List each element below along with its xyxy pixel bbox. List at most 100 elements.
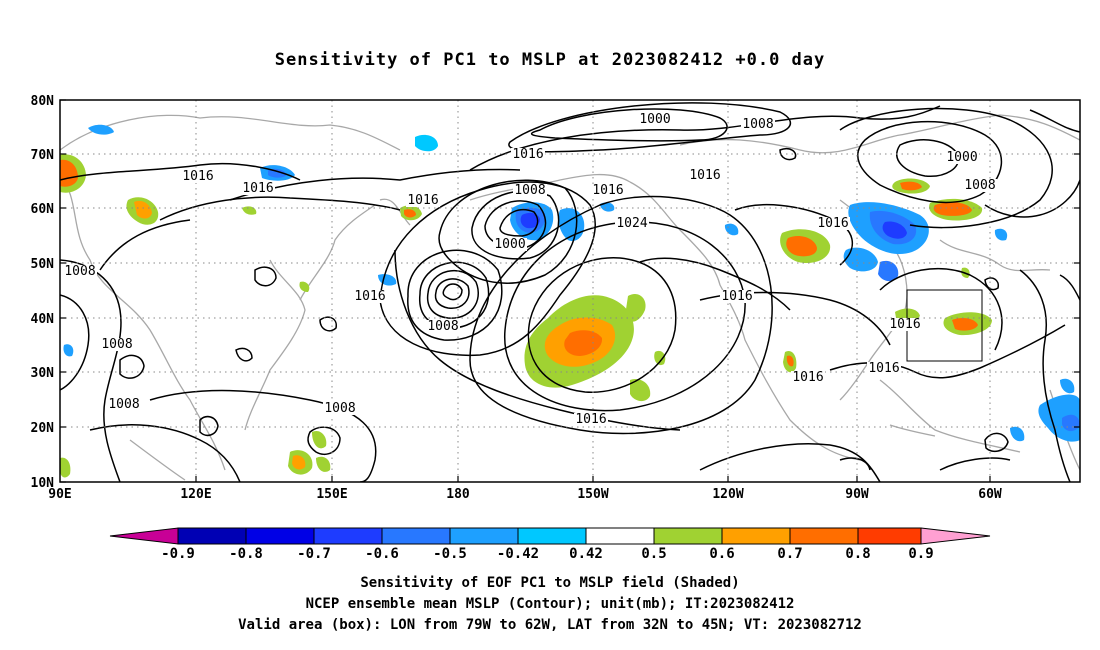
contour-label-bg [615, 217, 649, 230]
positive-region [242, 206, 257, 215]
lon-label: 90W [845, 487, 869, 502]
colorbar-tick-label: 0.6 [709, 546, 734, 562]
positive-region [786, 236, 817, 257]
negative-region [268, 168, 287, 178]
colorbar-tick-label: -0.7 [297, 546, 331, 562]
contour-label-bg [241, 182, 275, 195]
contour-label: 1008 [108, 397, 139, 412]
contour-label-bg [181, 170, 215, 183]
lat-label: 10N [31, 476, 55, 491]
lat-label: 70N [31, 148, 55, 163]
lat-label: 50N [31, 257, 55, 272]
negative-region [724, 223, 739, 236]
colorbar-tick-label: 0.8 [845, 546, 870, 562]
map-area: 1000 1008 1000 1008 1016 1016 1016 1016 1016 1008… [60, 100, 1080, 482]
contour-label-bg [511, 148, 545, 161]
contour-label-bg [63, 265, 97, 278]
lon-label: 180 [446, 487, 470, 502]
positive-region [952, 317, 978, 331]
contour-label: 1016 [868, 361, 899, 376]
colorbar-high-arrow [920, 527, 991, 545]
positive-region [900, 181, 922, 191]
contour-label-bg [493, 238, 527, 251]
contour-label: 1000 [639, 112, 670, 127]
lat-label: 20N [31, 421, 55, 436]
positive-region [654, 350, 666, 366]
positive-region [625, 293, 646, 322]
contour-label-bg [791, 371, 825, 384]
positive-region [60, 159, 78, 187]
negative-region [1010, 426, 1025, 442]
mslp-contours [60, 102, 1080, 482]
positive-region [292, 455, 306, 470]
contour-label-bg [107, 398, 141, 411]
negative-region [878, 260, 899, 282]
negative-region [1060, 378, 1075, 394]
contour-label: 1016 [182, 169, 213, 184]
colorbar-tick-label: 0.9 [908, 546, 933, 562]
contour-label: 1016 [817, 216, 848, 231]
contour-label: 1008 [64, 264, 95, 279]
contour-label: 1008 [324, 401, 355, 416]
positive-region [786, 355, 794, 367]
contour-label: 1024 [616, 216, 647, 231]
lat-labels: 80N 70N 60N 50N 40N 30N 20N 10N [31, 94, 55, 491]
colorbar-tick-label: -0.42 [497, 546, 539, 562]
contour-label-bg [867, 362, 901, 375]
lon-labels: 90E 120E 150E 180 150W 120W 90W 60W [48, 487, 1002, 502]
contour-label: 1008 [964, 178, 995, 193]
negative-region [520, 212, 540, 229]
contour-label: 1016 [512, 147, 543, 162]
contour-label: 1000 [494, 237, 525, 252]
contour-label: 1016 [792, 370, 823, 385]
caption: Sensitivity of EOF PC1 to MSLP field (Sh… [0, 573, 1100, 636]
contour-label-bg [100, 338, 134, 351]
lat-label: 30N [31, 366, 55, 381]
lat-lon-grid [60, 100, 1080, 482]
contour-label-bg [426, 320, 460, 333]
colorbar-swatch [585, 527, 655, 545]
colorbar-swatch [245, 527, 315, 545]
contour-label-bg [406, 194, 440, 207]
contour-label: 1016 [575, 412, 606, 427]
contour-label-bg [591, 184, 625, 197]
contour-label-bg [963, 179, 997, 192]
positive-region [316, 456, 331, 472]
colorbar-tick-label: -0.9 [161, 546, 195, 562]
negative-region [882, 221, 907, 239]
caption-line: Valid area (box): LON from 79W to 62W, L… [238, 617, 862, 633]
contour-label-bg [574, 413, 608, 426]
colorbar-swatch [857, 527, 922, 545]
positive-region [404, 209, 416, 218]
lat-label: 60N [31, 202, 55, 217]
lon-label: 150E [316, 487, 347, 502]
contour-label: 1008 [742, 117, 773, 132]
lat-label: 40N [31, 312, 55, 327]
lon-label: 150W [577, 487, 608, 502]
colorbar: -0.9 -0.8 -0.7 -0.6 -0.5 -0.42 0.42 0.5 … [109, 527, 991, 562]
colorbar-swatch [721, 527, 791, 545]
contour-label: 1008 [514, 183, 545, 198]
negative-region [378, 274, 397, 286]
colorbar-swatch [449, 527, 519, 545]
map-frame [59, 99, 1081, 483]
contour-label-bg [720, 290, 754, 303]
colorbar-tick-label: -0.6 [365, 546, 399, 562]
lon-label: 120E [180, 487, 211, 502]
negative-region [88, 124, 114, 135]
contour-label-bg [888, 318, 922, 331]
negative-region [994, 228, 1008, 241]
positive-region [933, 202, 972, 216]
contour-label: 1016 [407, 193, 438, 208]
figure-title: Sensitivity of PC1 to MSLP at 2023082412… [274, 50, 826, 70]
contour-label: 1016 [721, 289, 752, 304]
contour-label-bg [323, 402, 357, 415]
positive-region [299, 281, 310, 292]
colorbar-swatch [653, 527, 723, 545]
lat-label: 80N [31, 94, 55, 109]
lon-label: 90E [48, 487, 71, 502]
colorbar-swatch [177, 527, 247, 545]
positive-region [60, 457, 71, 478]
contour-label: 1016 [242, 181, 273, 196]
